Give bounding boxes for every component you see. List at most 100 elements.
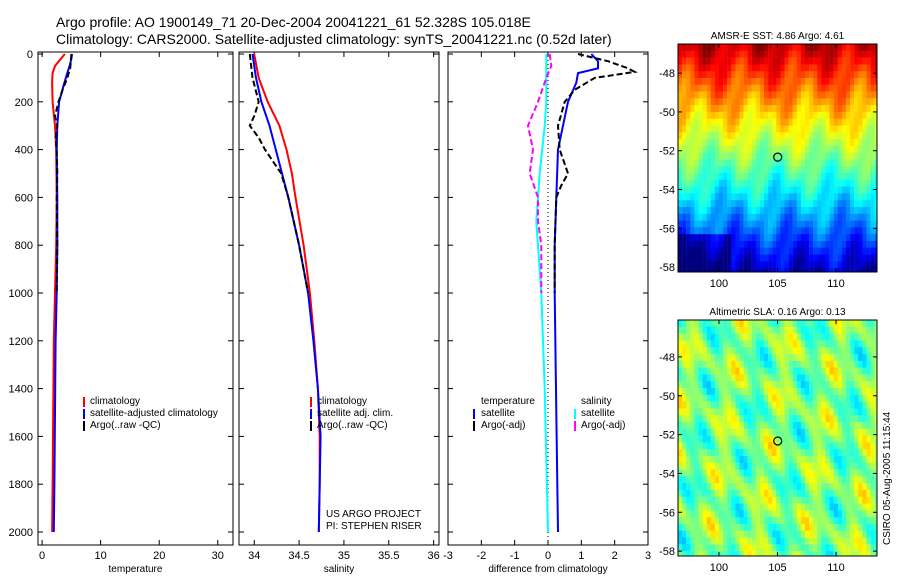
map-cell [768, 50, 773, 58]
map-cell [870, 490, 875, 498]
map-cell [764, 98, 769, 106]
map-cell [805, 435, 810, 443]
map-cell [846, 261, 851, 269]
map-cell [809, 71, 814, 79]
map-cell [846, 381, 851, 389]
map-cell [821, 442, 826, 450]
map-cell [784, 537, 789, 545]
map-cell [809, 91, 814, 99]
map-cell [747, 320, 752, 328]
map-cell [813, 408, 818, 416]
map-cell [768, 415, 773, 423]
map-cell [772, 98, 777, 106]
map-cell [698, 435, 703, 443]
map-cell [768, 503, 773, 511]
map-cell [854, 268, 859, 272]
map-cell [723, 435, 728, 443]
map-cell [776, 186, 781, 194]
map-cell [694, 220, 699, 228]
map-cell [821, 125, 826, 133]
map-cell [870, 152, 875, 160]
map-cell [694, 91, 699, 99]
map-cell [727, 145, 732, 153]
x-tick-label: 0 [39, 550, 45, 562]
map-cell [702, 241, 707, 249]
map-cell [800, 537, 806, 545]
map-cell [731, 159, 736, 167]
map-cell [850, 118, 855, 126]
map-cell [735, 91, 740, 99]
map-cell [800, 186, 806, 194]
map-cell [759, 456, 765, 464]
map-cell [735, 71, 740, 79]
map-cell [870, 98, 875, 106]
map-cell [731, 111, 736, 119]
map-cell [800, 510, 806, 518]
map-cell [690, 354, 695, 362]
map-cell [751, 490, 756, 498]
map-cell [731, 408, 736, 416]
map-cell [739, 347, 744, 355]
map-cell [854, 145, 859, 153]
map-cell [678, 490, 683, 498]
map-cell [698, 111, 703, 119]
map-cell [858, 234, 863, 242]
map-cell [858, 78, 863, 86]
map-cell [866, 64, 871, 72]
map-cell [837, 159, 843, 167]
map-cell [719, 483, 724, 491]
map-cell [759, 247, 765, 255]
map-cell [764, 132, 769, 140]
map-cell [862, 490, 867, 498]
map-cell [682, 57, 687, 65]
map-cell [858, 159, 863, 167]
map-cell [719, 476, 724, 484]
map-cell [682, 105, 687, 113]
map-cell [768, 220, 773, 228]
map-cell [743, 456, 748, 464]
map-cell [846, 57, 851, 65]
map-cell [735, 462, 740, 470]
map-cell [858, 388, 863, 396]
map-cell [854, 254, 859, 262]
map-cell [768, 388, 773, 396]
map-cell [813, 132, 818, 140]
map-cell [858, 132, 863, 140]
map-cell [800, 530, 806, 538]
map-cell [780, 394, 785, 402]
map-cell [862, 422, 867, 430]
map-cell [870, 320, 875, 328]
map-cell [809, 320, 814, 328]
map-cell [772, 193, 777, 201]
map-cell [772, 442, 777, 450]
map-cell [759, 394, 765, 402]
map-cell [788, 64, 793, 72]
map-cell [686, 442, 691, 450]
map-cell [854, 57, 859, 65]
map-cell [825, 64, 830, 72]
map-cell [772, 354, 777, 362]
map-cell [714, 333, 720, 341]
map-cell [698, 422, 703, 430]
map-cell [841, 207, 847, 215]
map-cell [796, 64, 802, 72]
map-cell [678, 186, 683, 194]
map-cell [772, 213, 777, 221]
map-cell [850, 503, 855, 511]
map-cell [776, 537, 781, 545]
map-cell [866, 537, 871, 545]
map-cell [772, 394, 777, 402]
map-cell [870, 64, 875, 72]
map-cell [698, 159, 703, 167]
map-cell [780, 544, 785, 552]
map-cell [690, 524, 695, 532]
map-cell [698, 394, 703, 402]
map-cell [854, 503, 859, 511]
map-cell [768, 207, 773, 215]
map-cell [829, 118, 834, 126]
map-cell [788, 91, 793, 99]
map-cell [858, 374, 863, 382]
map-cell [698, 44, 703, 52]
map-cell [735, 152, 740, 160]
map-cell [743, 118, 748, 126]
